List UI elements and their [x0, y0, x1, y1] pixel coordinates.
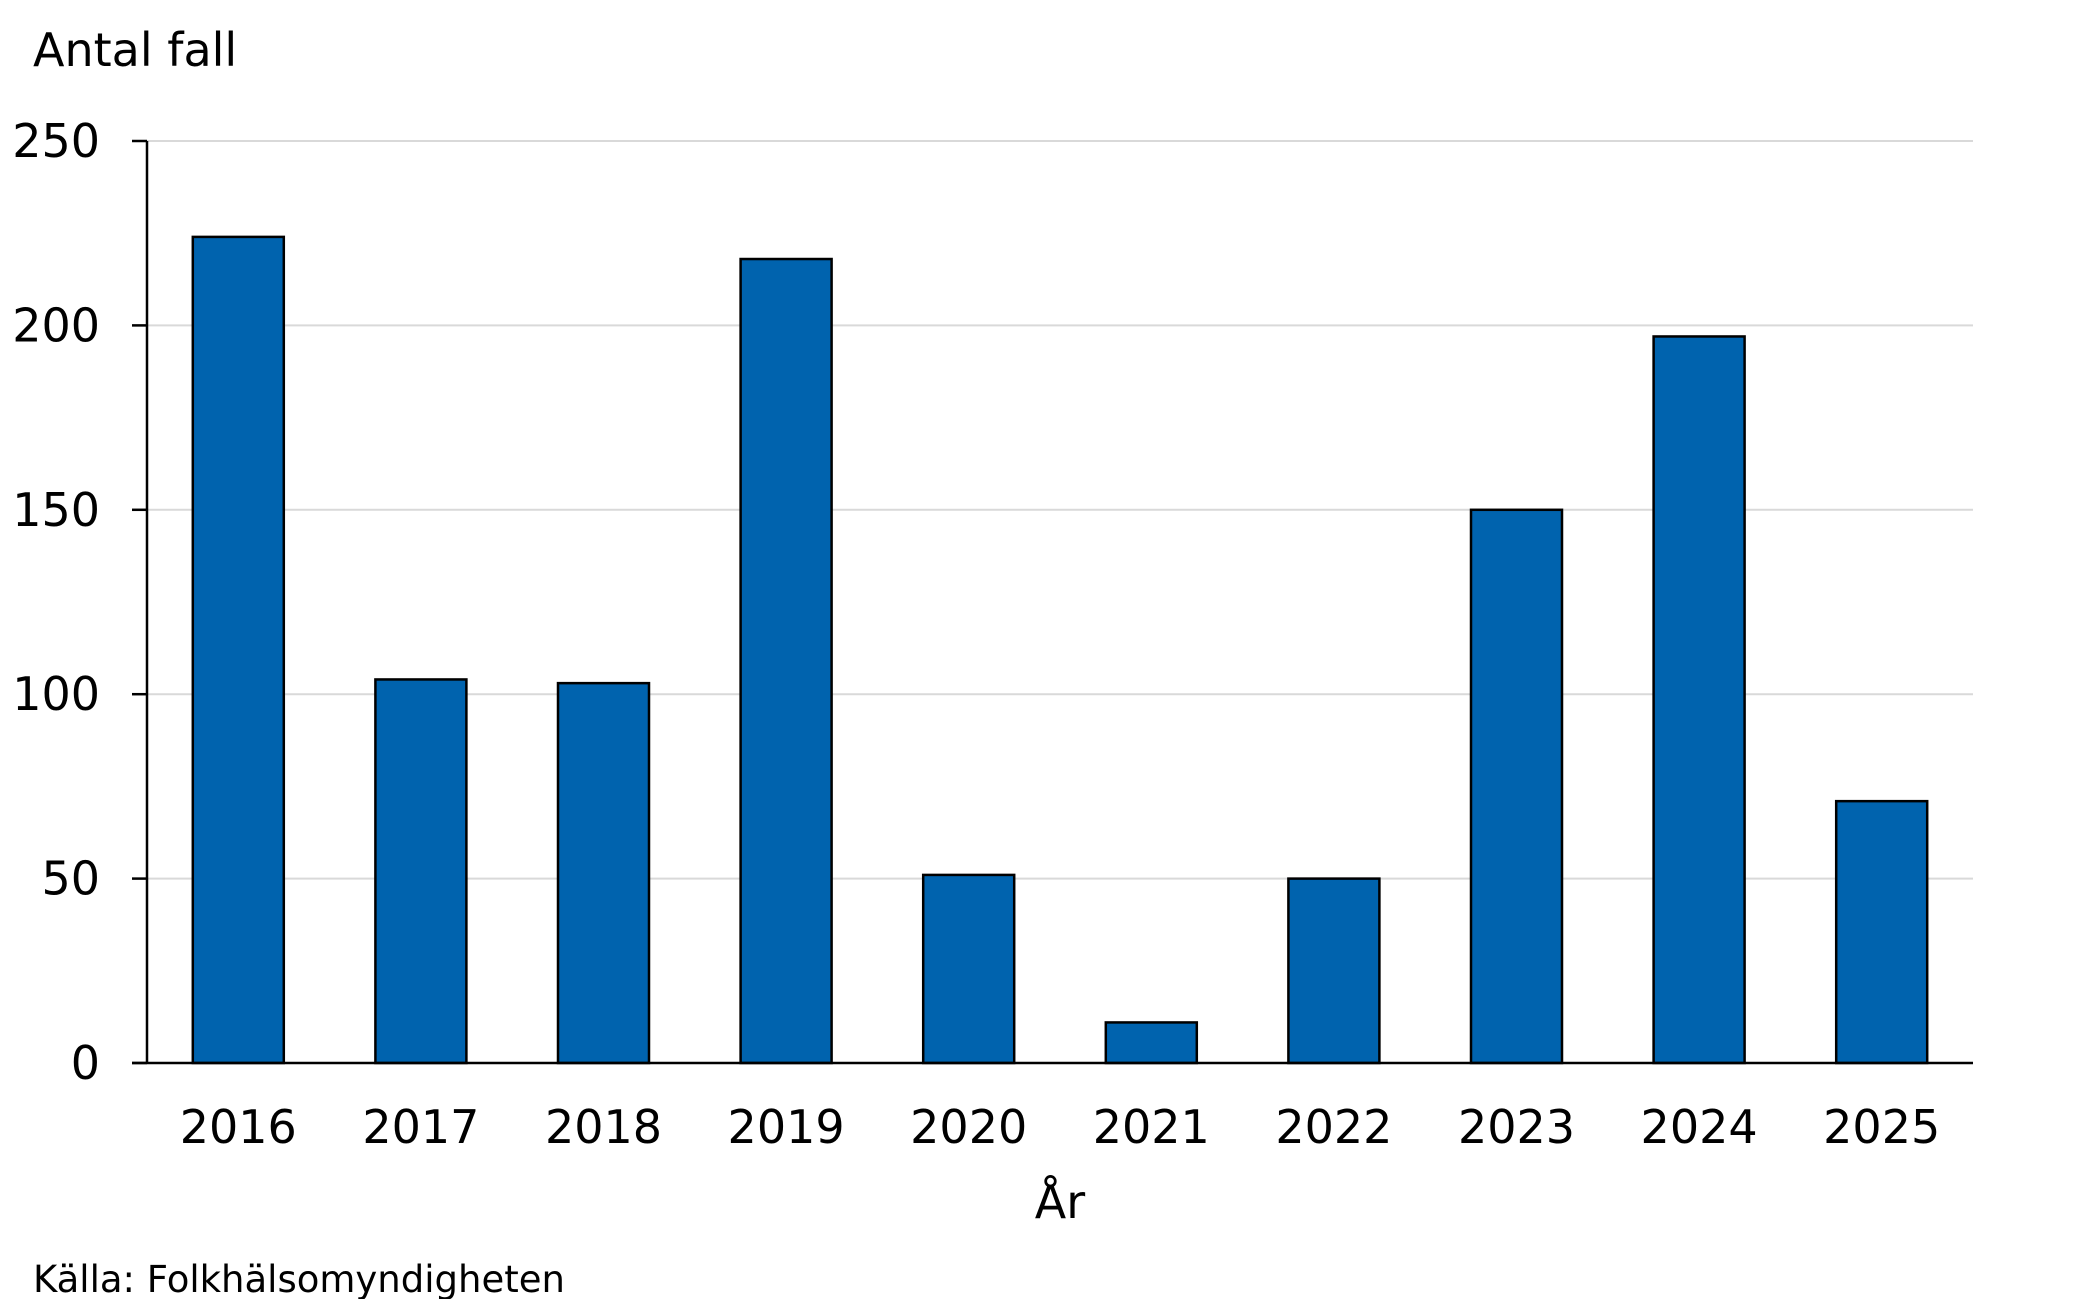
x-tick-label: 2020: [910, 1100, 1027, 1154]
bar-2020: [921, 873, 1016, 1065]
y-tick-label: 250: [12, 114, 100, 168]
x-axis-title: År: [1035, 1175, 1085, 1229]
bar-2023: [1469, 508, 1564, 1065]
y-tick-label: 0: [71, 1036, 100, 1090]
bar-2016: [191, 235, 286, 1065]
y-tick-label: 100: [12, 667, 100, 721]
x-tick-label: 2021: [1093, 1100, 1210, 1154]
x-tick-label: 2019: [728, 1100, 845, 1154]
bar-2025: [1834, 799, 1929, 1065]
y-ticks: 0 50 100 150 200 250: [12, 114, 147, 1090]
y-tick-label: 50: [41, 852, 100, 906]
x-tick-label: 2024: [1641, 1100, 1758, 1154]
bar-2017: [374, 678, 468, 1065]
bar-2018: [556, 681, 651, 1065]
x-tick-label: 2022: [1275, 1100, 1392, 1154]
x-tick-label: 2025: [1823, 1100, 1940, 1154]
x-tick-label: 2018: [545, 1100, 662, 1154]
bar-2022: [1287, 877, 1381, 1065]
source-note: Källa: Folkhälsomyndigheten: [33, 1258, 565, 1299]
bar-2024: [1652, 335, 1746, 1065]
x-tick-label: 2017: [362, 1100, 479, 1154]
x-ticks: 2016 2017 2018 2019 2020 2021 2022 2023 2024 2025: [180, 1100, 1940, 1154]
bars: [191, 235, 1929, 1065]
axes: [132, 141, 1973, 1065]
bar-2021: [1104, 1021, 1199, 1065]
bar-2019: [739, 257, 833, 1065]
y-axis-title: Antal fall: [33, 23, 237, 77]
x-tick-label: 2023: [1458, 1100, 1575, 1154]
y-tick-label: 150: [12, 483, 100, 537]
y-tick-label: 200: [12, 298, 100, 352]
x-tick-label: 2016: [180, 1100, 297, 1154]
